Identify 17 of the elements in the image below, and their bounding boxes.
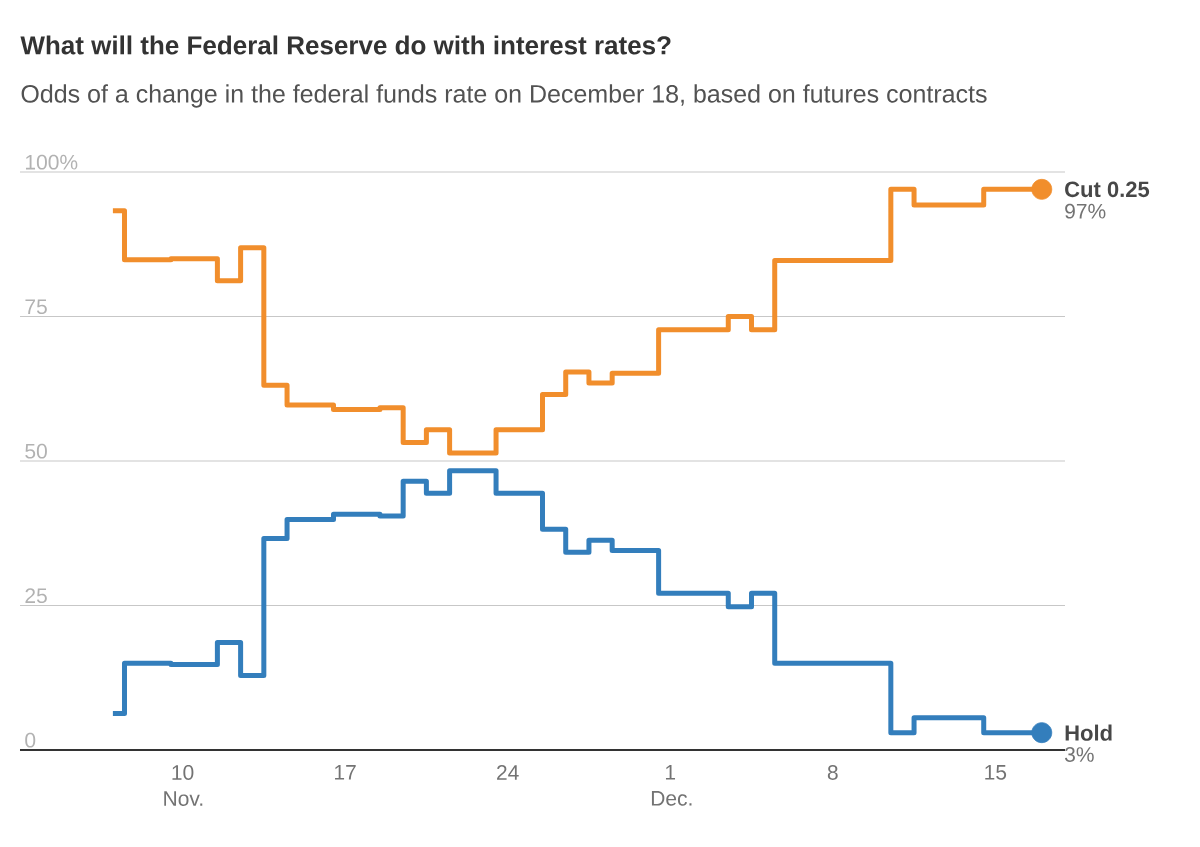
y-tick-label: 75 — [25, 299, 47, 315]
y-tick-label: 50 — [25, 443, 47, 459]
data-label: 97% — [1065, 203, 1106, 219]
legend-label: Cut 0.25 — [1065, 181, 1150, 198]
y-tick-label: 25 — [25, 588, 47, 604]
x-tick-label: 10 Nov. — [164, 765, 203, 806]
chart-subtitle: Odds of a change in the federal funds rate on December 18, based on futures contracts — [21, 84, 987, 108]
x-tick-label: 1 Dec. — [651, 765, 692, 806]
chart-title: What will the Federal Reserve do with interest rates? — [20, 35, 671, 55]
y-tick-label: 100% — [26, 154, 78, 170]
data-label: 3% — [1064, 747, 1094, 762]
series-label: Hold — [1065, 724, 1112, 741]
x-tick-label: 15 — [985, 765, 1007, 780]
x-tick-label: 24 — [497, 765, 519, 780]
x-tick-label: 17 — [335, 765, 356, 780]
x-tick-label: 8 — [827, 765, 838, 780]
y-tick-label: 0 — [25, 732, 36, 748]
